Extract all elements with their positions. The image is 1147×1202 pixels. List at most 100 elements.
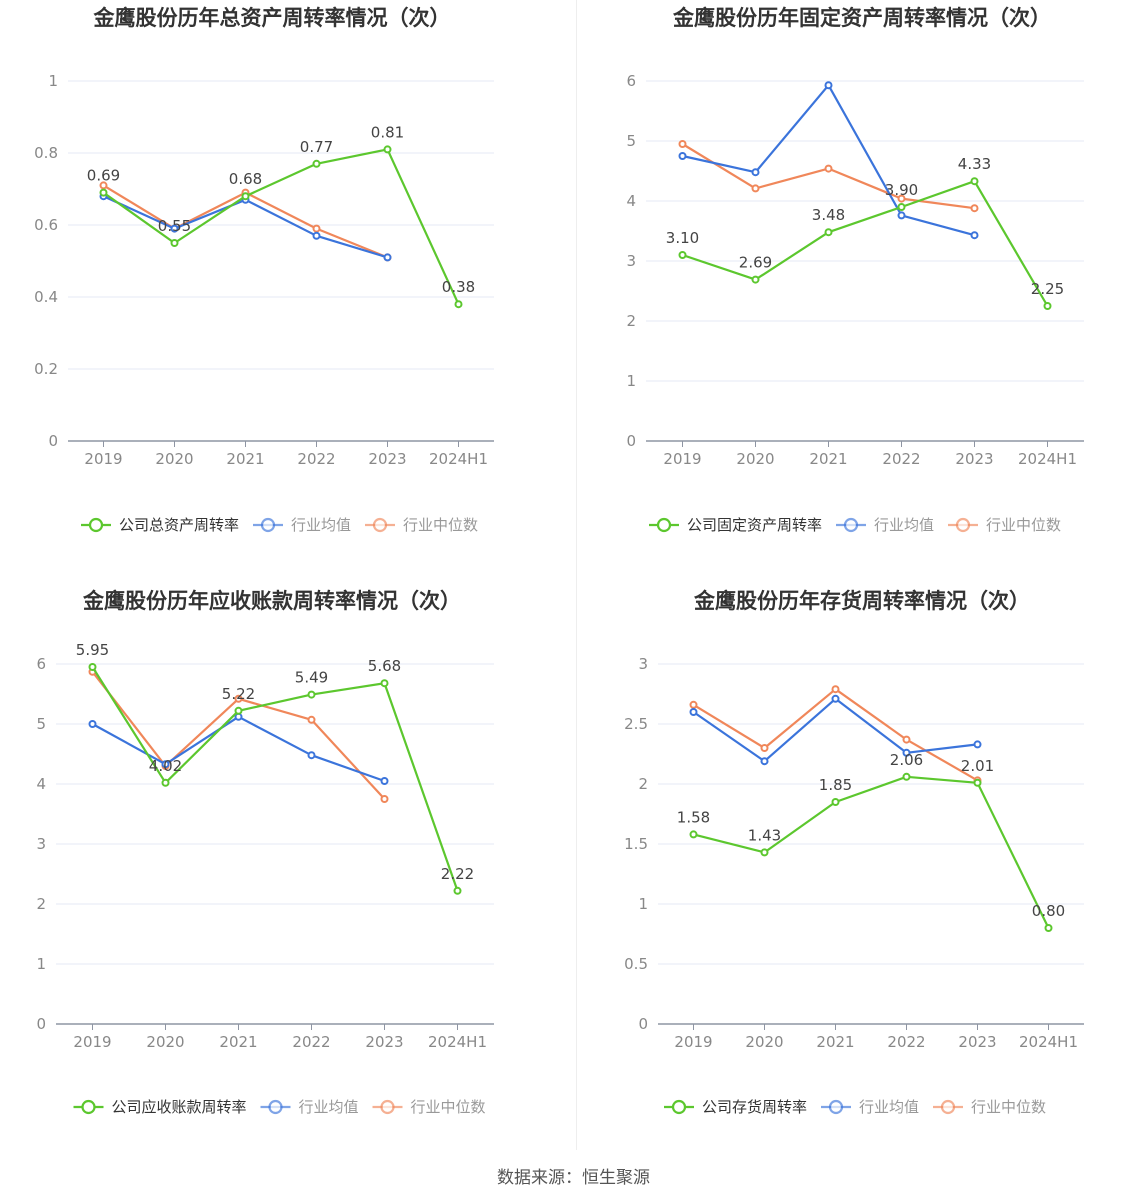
legend-swatch-marker: [671, 1099, 687, 1115]
y-tick-label: 0: [638, 1015, 648, 1033]
legend-label: 行业均值: [291, 516, 351, 534]
legend-item-avg[interactable]: 行业均值: [821, 1098, 919, 1116]
data-label: 5.95: [76, 641, 109, 659]
data-label: 1.85: [819, 776, 852, 794]
chart-title: 金鹰股份历年应收账款周转率情况（次）: [82, 589, 461, 613]
data-label: 2.69: [739, 254, 772, 272]
data-label: 4.33: [958, 155, 991, 173]
data-point-company: [161, 778, 170, 787]
legend-item-avg[interactable]: 行业均值: [836, 516, 934, 534]
data-label: 0.81: [371, 123, 404, 141]
data-point-avg: [678, 152, 687, 160]
data-label: 0.80: [1032, 902, 1065, 920]
legend-swatch-marker: [260, 517, 276, 533]
y-tick-label: 0.8: [34, 144, 58, 162]
data-point-company: [1044, 924, 1053, 932]
y-tick-label: 5: [36, 715, 46, 733]
y-tick-label: 1: [48, 72, 58, 90]
data-point-company: [383, 145, 392, 154]
data-point-avg: [751, 168, 760, 177]
legend-item-company[interactable]: 公司固定资产周转率: [649, 516, 822, 534]
data-point-company: [824, 228, 833, 237]
data-label: 3.10: [666, 229, 699, 247]
legend-label: 行业中位数: [411, 1098, 486, 1116]
chart-panel-fixed-asset-turnover: 金鹰股份历年固定资产周转率情况（次） 0 1 2 3 4 5 6 2019 2020 2021 202…: [577, 0, 1147, 583]
data-point-company: [1043, 302, 1052, 310]
data-point-company: [380, 679, 389, 688]
x-tick-label: 2023: [365, 1033, 403, 1051]
data-point-company: [760, 848, 769, 857]
legend-swatch-marker: [88, 517, 104, 533]
series-line-avg: [103, 195, 388, 259]
legend-item-median[interactable]: 行业中位数: [372, 1098, 486, 1116]
data-point-avg: [824, 81, 833, 90]
chart-inventory-turnover: 金鹰股份历年存货周转率情况（次） 0 0.5 1 1.5 2 2.5 3 2019 2020 202…: [624, 589, 1084, 1116]
legend-item-avg[interactable]: 行业均值: [253, 516, 351, 534]
legend-swatch-marker: [81, 1099, 96, 1115]
legend-label: 行业均值: [859, 1098, 919, 1116]
chart-title: 金鹰股份历年总资产周转率情况（次）: [93, 6, 451, 30]
series-line-company: [693, 775, 1050, 929]
y-tick-label: 2: [36, 895, 46, 913]
legend-item-median[interactable]: 行业中位数: [933, 1098, 1046, 1116]
data-point-avg: [897, 211, 906, 220]
data-point-avg: [902, 748, 911, 757]
data-source-note: 数据来源：恒生聚源: [497, 1168, 650, 1188]
legend-item-median[interactable]: 行业中位数: [365, 516, 478, 534]
chart-receivables-turnover: 金鹰股份历年应收账款周转率情况（次） 0 1 2 3 4 5 6 2019 2020 2021 202…: [36, 589, 494, 1116]
data-point-avg: [973, 740, 982, 749]
x-tick-label: 2019: [674, 1033, 712, 1051]
data-label: 2.25: [1031, 280, 1064, 298]
x-tick-label: 2022: [297, 450, 335, 468]
data-point-avg: [831, 694, 840, 703]
legend-label: 行业中位数: [986, 516, 1061, 534]
data-point-median: [897, 194, 906, 203]
data-label: 1.43: [748, 826, 781, 844]
y-tick-label: 3: [638, 655, 648, 673]
chart-fixed-asset-turnover: 金鹰股份历年固定资产周转率情况（次） 0 1 2 3 4 5 6 2019 2020 2021 202…: [626, 6, 1084, 534]
y-tick-label: 3: [626, 252, 636, 270]
legend-item-company[interactable]: 公司存货周转率: [664, 1098, 807, 1116]
series-line-median: [692, 688, 979, 782]
x-tick-label: 2020: [155, 450, 193, 468]
data-label: 2.01: [961, 757, 994, 775]
y-tick-label: 0: [626, 432, 636, 450]
x-tick-label: 2024H1: [1019, 1033, 1078, 1051]
data-point-median: [824, 164, 833, 173]
data-label: 5.49: [295, 669, 328, 687]
data-point-avg: [307, 751, 316, 760]
series-line-company: [91, 666, 459, 892]
data-point-company: [689, 830, 698, 839]
data-point-median: [751, 184, 760, 193]
x-tick-label: 2024H1: [428, 1033, 487, 1051]
data-point-company: [170, 239, 179, 247]
data-point-company: [897, 203, 906, 211]
chart-panel-total-asset-turnover: 金鹰股份历年总资产周转率情况（次） 0 0.2 0.4 0.6 0.8 1 2019 2020 2…: [0, 0, 573, 583]
legend-label: 行业均值: [874, 516, 934, 534]
x-tick-label: 2020: [146, 1033, 184, 1051]
data-point-median: [970, 204, 979, 213]
legend-item-median[interactable]: 行业中位数: [948, 516, 1061, 534]
panel-divider: [576, 0, 577, 1150]
legend-item-company[interactable]: 公司总资产周转率: [81, 516, 239, 534]
x-tick-label: 2021: [809, 450, 847, 468]
data-point-median: [312, 224, 321, 233]
data-point-company: [99, 188, 108, 197]
legend-item-company[interactable]: 公司应收账款周转率: [73, 1098, 247, 1116]
legend-item-avg[interactable]: 行业均值: [260, 1098, 359, 1116]
data-label: 1.58: [677, 808, 710, 826]
data-point-median: [380, 795, 389, 803]
data-label: 2.06: [890, 751, 923, 769]
data-label: 4.02: [149, 757, 182, 775]
data-point-company: [831, 798, 840, 806]
legend-label: 公司应收账款周转率: [112, 1098, 247, 1116]
x-tick-label: 2021: [816, 1033, 854, 1051]
data-point-avg: [380, 777, 389, 785]
legend-swatch-marker: [828, 1099, 844, 1115]
x-tick-label: 2023: [958, 1033, 996, 1051]
x-tick-label: 2022: [887, 1033, 925, 1051]
data-point-avg: [760, 757, 769, 766]
x-tick-label: 2023: [368, 450, 406, 468]
data-point-median: [831, 685, 840, 694]
